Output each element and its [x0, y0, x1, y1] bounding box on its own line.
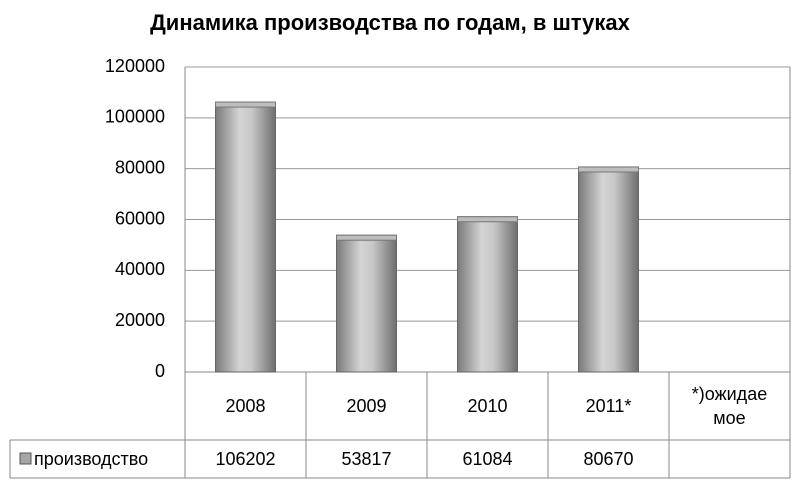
bar: [215, 101, 276, 373]
y-tick-label: 100000: [105, 107, 165, 127]
bar: [578, 166, 639, 373]
x-tick-label: 2008: [225, 396, 266, 416]
chart-title: Динамика производства по годам, в штуках: [150, 10, 630, 35]
x-tick-label: 2010: [467, 396, 508, 416]
table-value: 106202: [215, 449, 276, 469]
x-tick-label: 2011*: [585, 396, 632, 416]
bar-top: [457, 216, 518, 223]
y-tick-label: 120000: [105, 56, 165, 76]
bar-top: [578, 166, 639, 173]
y-tick-label: 60000: [115, 208, 165, 228]
x-tick-label: *)ожидаемое: [691, 384, 768, 428]
table-value: 80670: [583, 449, 634, 469]
table-value: 53817: [341, 449, 392, 469]
bar: [457, 216, 518, 373]
bar-top: [336, 234, 397, 241]
bar: [336, 234, 397, 373]
y-tick-label: 0: [155, 361, 165, 381]
legend-marker: [19, 452, 32, 465]
y-tick-label: 80000: [115, 157, 165, 177]
x-tick-label: 2009: [346, 396, 387, 416]
y-tick-label: 40000: [115, 259, 165, 279]
bar-top: [215, 101, 276, 108]
legend-label: производство: [34, 449, 149, 469]
y-tick-label: 20000: [115, 310, 165, 330]
table-value: 61084: [462, 449, 513, 469]
